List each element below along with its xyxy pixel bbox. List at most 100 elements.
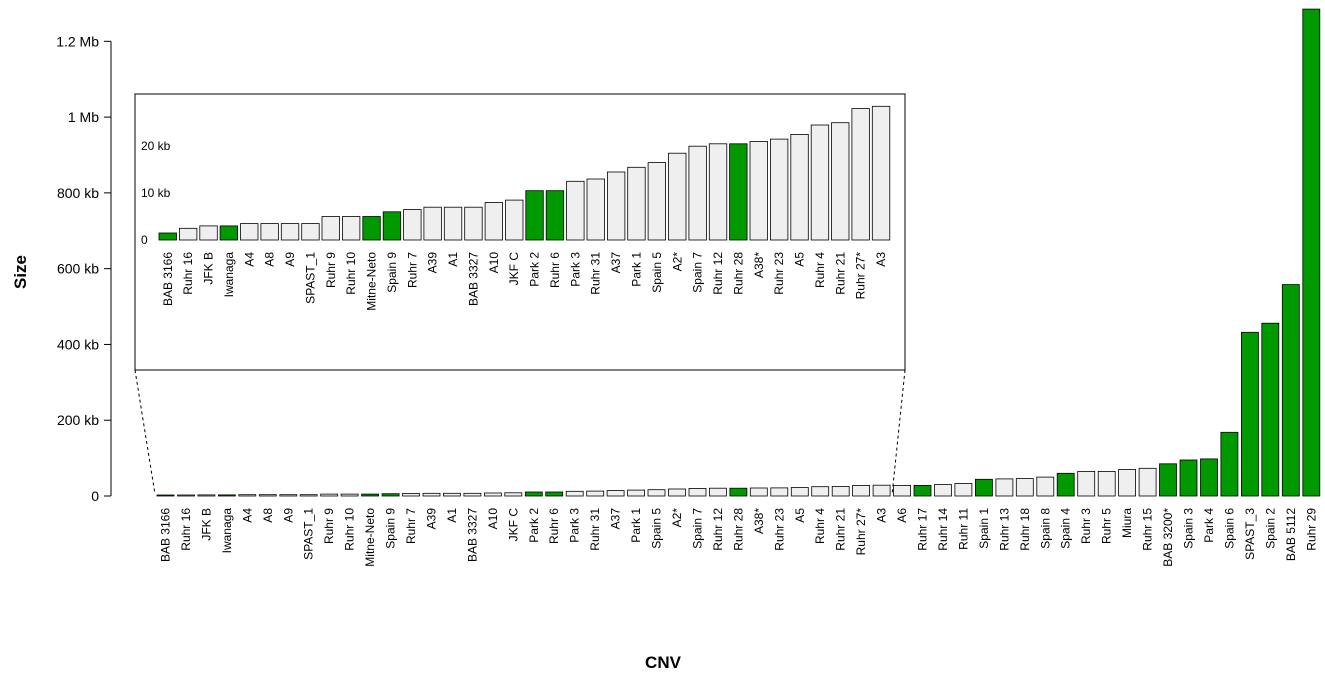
category-label: A8 — [261, 508, 275, 523]
bar-ruhr-28 — [729, 487, 748, 497]
inset-category-label: A38* — [752, 252, 766, 278]
bar-a37 — [606, 490, 625, 497]
category-label: A1 — [445, 508, 459, 523]
inset-bar-park-1 — [627, 166, 646, 241]
bar-a2-star — [668, 488, 686, 497]
inset-bar-ruhr-10 — [341, 216, 361, 241]
bar-ruhr-21 — [831, 486, 850, 497]
y-axis-title: Size — [11, 255, 30, 289]
inset-bar-ruhr-27-star — [851, 108, 870, 241]
category-label: Ruhr 23 — [772, 508, 786, 551]
inset-y-tick-label: 10 kb — [141, 186, 171, 200]
bar-spast-3 — [1241, 331, 1259, 497]
inset-bar-park-3 — [566, 180, 585, 241]
category-label: Ruhr 3 — [1079, 508, 1093, 544]
inset-category-label: A8 — [263, 252, 277, 267]
category-label: Spain 2 — [1263, 508, 1277, 549]
inset-category-label: JFK B — [202, 252, 216, 285]
bar-spain-5 — [647, 489, 666, 497]
inset-category-label: Park 2 — [528, 252, 542, 287]
category-label: A39 — [425, 508, 439, 530]
inset-category-label: Ruhr 6 — [548, 252, 562, 288]
main-category-labels: BAB 3166 Ruhr 16 JFK B Iwanaga A4 A8 A9 SPAST_1… — [159, 508, 1319, 567]
category-label: Spain 3 — [1182, 508, 1196, 549]
main-bars — [156, 8, 1321, 497]
inset-bar-spain-7 — [688, 145, 707, 241]
inset-category-label: JKF C — [507, 252, 521, 286]
category-label: Ruhr 6 — [547, 508, 561, 544]
category-label: Spain 8 — [1038, 508, 1052, 549]
category-label: Ruhr 11 — [956, 508, 970, 550]
inset-bar-a38-star — [749, 141, 768, 241]
inset-category-label: Ruhr 21 — [833, 252, 847, 295]
category-label: Ruhr 13 — [997, 508, 1011, 551]
category-label: Park 4 — [1202, 508, 1216, 543]
category-label: Spain 4 — [1059, 508, 1073, 549]
bar-spain-4 — [1056, 472, 1075, 497]
y-tick-label: 800 kb — [57, 185, 99, 201]
bar-ruhr-16 — [177, 494, 195, 497]
category-label: Ruhr 28 — [731, 508, 745, 551]
category-label: Spain 7 — [691, 508, 705, 549]
inset-category-label: Ruhr 10 — [344, 252, 358, 295]
inset-bar-park-2 — [525, 190, 544, 241]
bar-jkf-c — [504, 492, 523, 497]
bar-ruhr-31 — [586, 490, 605, 497]
inset-category-label: A3 — [874, 252, 888, 267]
inset-category-label: Ruhr 23 — [772, 252, 786, 295]
category-label: A6 — [895, 508, 909, 523]
inset-category-label: Ruhr 12 — [711, 252, 725, 295]
inset-category-label: SPAST_1 — [303, 252, 317, 304]
category-label: Spain 6 — [1222, 508, 1236, 549]
bar-park-3 — [565, 490, 584, 497]
bar-park-4 — [1200, 458, 1218, 497]
inset-category-label: A37 — [609, 252, 623, 274]
bar-spast-1 — [299, 494, 318, 497]
inset-category-label: BAB 3327 — [466, 252, 480, 306]
category-label: Ruhr 7 — [404, 508, 418, 544]
inset-bar-a3 — [871, 105, 891, 241]
inset-y-tick-label: 20 kb — [141, 139, 171, 153]
category-label: Ruhr 5 — [1100, 508, 1114, 544]
bar-bab-3327 — [463, 492, 482, 497]
bar-ruhr-7 — [402, 493, 420, 497]
category-label: A2* — [670, 508, 684, 528]
bar-ruhr-9 — [320, 493, 339, 497]
inset-bars — [158, 105, 891, 241]
inset-bar-ruhr-16 — [178, 227, 198, 241]
category-label: Ruhr 14 — [936, 508, 950, 551]
inset-category-label: Ruhr 4 — [813, 252, 827, 288]
zoom-line-left — [134, 369, 156, 495]
inset-category-label: A39 — [426, 252, 440, 274]
category-label: JKF C — [506, 508, 520, 542]
inset-bar-a4 — [240, 223, 259, 241]
category-label: Park 3 — [568, 508, 582, 543]
inset-category-label: Ruhr 9 — [324, 252, 338, 288]
y-tick-label: 1.2 Mb — [56, 33, 99, 49]
inset-bar-bab-3327 — [464, 206, 483, 241]
bar-a38-star — [749, 487, 768, 497]
inset-category-labels: BAB 3166 Ruhr 16 JFK B Iwanaga A4 A8 A9 SPAST_1… — [161, 252, 888, 311]
category-label: A37 — [609, 508, 623, 530]
inset-category-label: BAB 3166 — [161, 252, 175, 306]
category-label: Ruhr 10 — [343, 508, 357, 551]
category-label: A10 — [486, 508, 500, 530]
bar-a6 — [893, 484, 911, 497]
inset-bar-jfk-b — [199, 225, 218, 241]
zoom-connector-lines — [134, 369, 906, 495]
inset-category-label: A5 — [793, 252, 807, 267]
bar-spain-1 — [975, 478, 993, 497]
category-label: BAB 5112 — [1284, 508, 1298, 561]
category-label: Ruhr 27* — [854, 508, 868, 556]
inset-y-axis: 0 10 kb 20 kb — [141, 139, 171, 247]
inset-bar-jkf-c — [505, 199, 524, 241]
category-label: JFK B — [199, 508, 213, 541]
bar-ruhr-11 — [954, 483, 973, 497]
bar-spain-3 — [1179, 459, 1198, 497]
bar-jfk-b — [197, 494, 216, 497]
inset-bar-a8 — [260, 223, 279, 241]
bar-a9 — [279, 494, 298, 497]
category-label: A9 — [281, 508, 295, 523]
